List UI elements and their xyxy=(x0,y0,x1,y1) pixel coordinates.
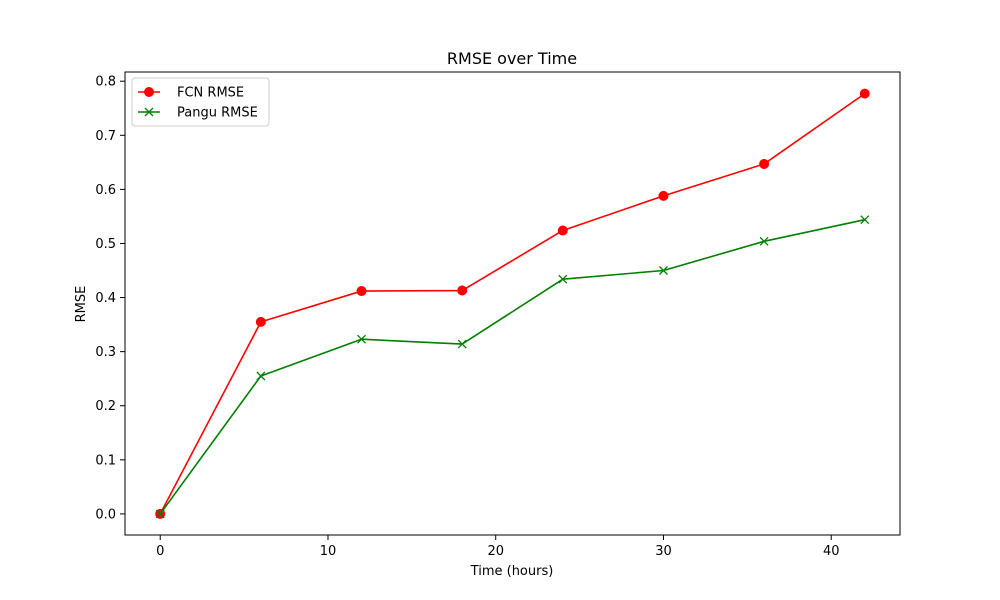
y-tick-label: 0.8 xyxy=(95,75,116,90)
plot-frame xyxy=(124,71,901,536)
data-point xyxy=(658,190,669,201)
x-axis: 0 10 20 30 40 xyxy=(156,535,839,559)
chart-title: RMSE over Time xyxy=(447,49,577,68)
x-tick-label: 0 xyxy=(156,544,164,559)
y-tick-label: 0.2 xyxy=(95,399,116,414)
y-tick-label: 0.0 xyxy=(95,507,116,522)
y-tick-label: 0.6 xyxy=(95,183,116,198)
y-tick-label: 0.1 xyxy=(95,453,116,468)
legend-box xyxy=(131,77,270,127)
data-point xyxy=(659,266,668,275)
y-tick-label: 0.7 xyxy=(95,129,116,144)
y-axis-title: RMSE xyxy=(74,286,89,323)
y-tick-label: 0.3 xyxy=(95,345,116,360)
legend: FCN RMSE Pangu RMSE xyxy=(131,77,270,127)
series-pangu-rmse xyxy=(155,215,870,519)
x-tick-label: 40 xyxy=(823,544,840,559)
series-fcn-rmse xyxy=(155,88,870,519)
legend-label: Pangu RMSE xyxy=(177,106,258,121)
data-point xyxy=(356,286,367,297)
legend-label: FCN RMSE xyxy=(177,86,244,101)
x-tick-label: 20 xyxy=(487,544,504,559)
data-point xyxy=(860,215,870,225)
series-layer xyxy=(155,88,870,519)
data-point xyxy=(357,334,366,344)
y-axis: 0.0 0.1 0.2 0.3 0.4 0.5 0.6 0.7 0.8 xyxy=(95,75,125,522)
series-line xyxy=(159,218,865,515)
data-point xyxy=(759,236,769,246)
data-point xyxy=(859,88,870,99)
data-point xyxy=(155,509,165,519)
data-point xyxy=(457,339,467,349)
x-axis-title: Time (hours) xyxy=(470,564,554,579)
data-point xyxy=(457,285,468,296)
x-tick-label: 30 xyxy=(655,544,672,559)
legend-marker xyxy=(144,107,154,117)
plot-area xyxy=(124,71,901,536)
y-tick-label: 0.4 xyxy=(95,291,116,306)
data-point xyxy=(558,274,568,284)
legend-marker xyxy=(144,87,154,97)
y-tick-label: 0.5 xyxy=(95,237,116,252)
series-line xyxy=(159,92,866,515)
data-point xyxy=(256,371,266,381)
data-point xyxy=(255,316,266,327)
data-point xyxy=(759,158,770,169)
data-point xyxy=(557,225,568,236)
x-tick-label: 10 xyxy=(320,544,337,559)
